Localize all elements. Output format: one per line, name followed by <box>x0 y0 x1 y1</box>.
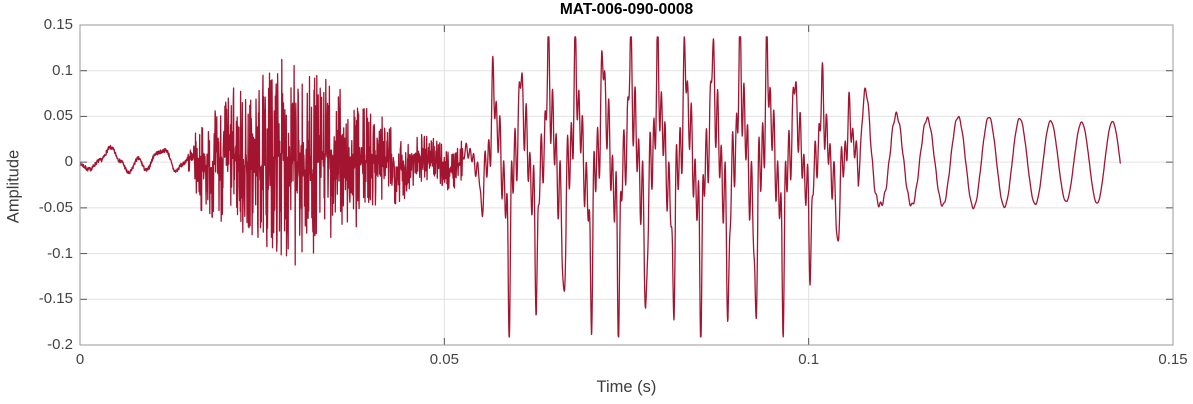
y-tick-label: -0.1 <box>47 244 73 262</box>
x-tick-label: 0.05 <box>429 351 459 368</box>
x-axis-label: Time (s) <box>596 378 657 396</box>
x-tick-label: 0.15 <box>1158 351 1188 368</box>
y-tick-label: -0.05 <box>38 198 73 216</box>
signal-trace <box>79 36 1121 338</box>
y-tick-label: -0.2 <box>47 336 73 353</box>
x-tick-label: 0 <box>75 351 85 368</box>
y-tick-label: -0.15 <box>38 290 73 308</box>
y-tick-label: 0 <box>64 153 73 171</box>
y-tick-label: 0.15 <box>43 16 73 33</box>
x-tick-label: 0.1 <box>798 351 820 368</box>
axes-box <box>79 24 1174 346</box>
chart-title: MAT-006-090-0008 <box>559 1 694 18</box>
y-tick-label: 0.1 <box>52 61 73 79</box>
y-tick-label: 0.05 <box>43 107 73 125</box>
